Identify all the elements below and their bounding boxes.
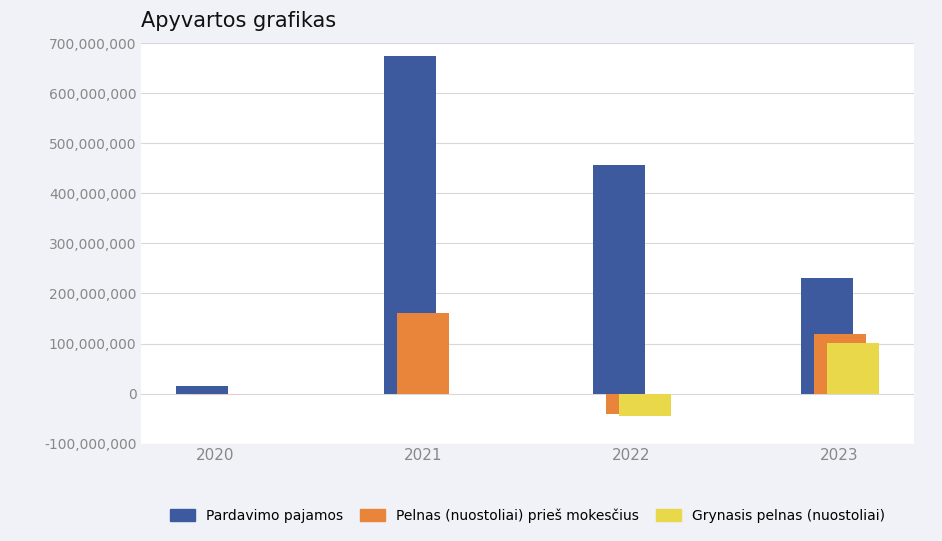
Bar bbox=[384, 56, 436, 394]
Bar bbox=[619, 394, 671, 416]
Text: Apyvartos grafikas: Apyvartos grafikas bbox=[141, 11, 336, 31]
Legend: Pardavimo pajamos, Pelnas (nuostoliai) prieš mokesčius, Grynasis pelnas (nuostol: Pardavimo pajamos, Pelnas (nuostoliai) p… bbox=[165, 503, 890, 528]
Bar bbox=[593, 165, 644, 394]
Bar bbox=[176, 386, 228, 394]
Bar bbox=[801, 279, 853, 394]
Bar bbox=[814, 333, 866, 394]
Bar bbox=[606, 394, 658, 413]
Bar bbox=[827, 342, 879, 394]
Bar bbox=[398, 313, 449, 394]
Bar bbox=[189, 394, 241, 395]
